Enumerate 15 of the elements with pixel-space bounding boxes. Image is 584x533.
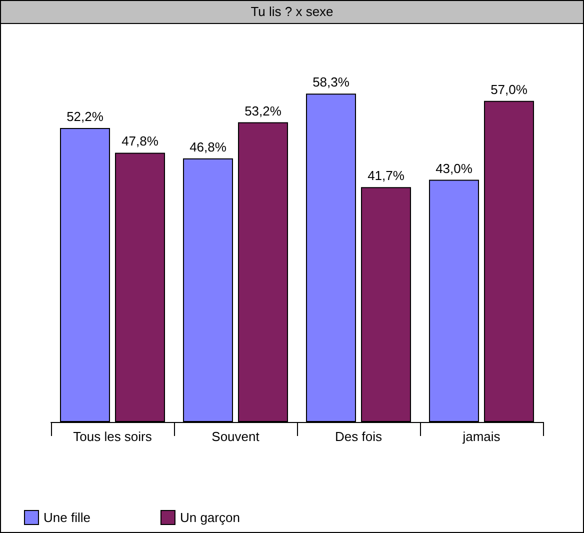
- x-tick-label: Tous les soirs: [73, 429, 152, 444]
- data-label: 41,7%: [368, 168, 405, 184]
- legend-label: Un garçon: [180, 510, 240, 525]
- x-tick-label: Souvent: [212, 429, 260, 444]
- data-label: 46,8%: [190, 139, 227, 154]
- data-label: 43,0%: [436, 160, 473, 176]
- data-label: 53,2%: [244, 103, 282, 118]
- data-label: 58,3%: [312, 74, 350, 90]
- data-label: 47,8%: [122, 134, 159, 149]
- legend-label: Une fille: [44, 510, 90, 525]
- x-tick-label: Des fois: [335, 429, 382, 444]
- data-label: 57,0%: [490, 82, 528, 97]
- x-tick-label: jamais: [462, 429, 501, 444]
- chart-title: Tu lis ? x sexe: [1, 1, 583, 24]
- data-label: 52,2%: [66, 108, 104, 124]
